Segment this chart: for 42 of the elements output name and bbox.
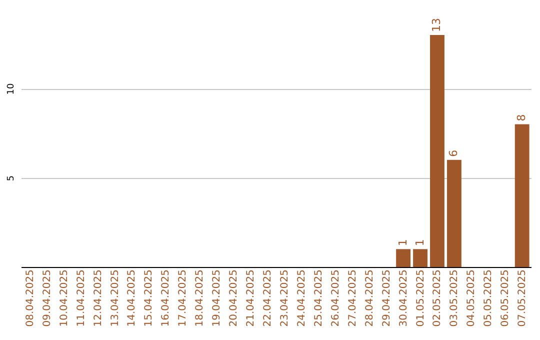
bar: [446, 160, 462, 267]
x-tick-label: 15.04.2025: [144, 270, 155, 327]
x-tick-label: 07.05.2025: [517, 270, 528, 327]
bar: [413, 249, 428, 267]
x-tick-label: 27.04.2025: [347, 270, 358, 327]
x-tick-label: 19.04.2025: [212, 270, 223, 327]
x-tick-label: 05.05.2025: [483, 270, 494, 327]
x-tick-label: 24.04.2025: [296, 270, 308, 327]
x-tick-label: 04.05.2025: [466, 270, 478, 327]
bar: [430, 35, 444, 267]
y-tick-label: 10: [6, 83, 16, 95]
data-label: 6: [447, 150, 460, 157]
y-tick-label: 5: [6, 175, 16, 182]
x-tick-label: 22.04.2025: [262, 270, 274, 327]
data-label: 1: [396, 239, 410, 246]
x-tick-label: 12.04.2025: [92, 270, 104, 327]
x-tick-label: 20.04.2025: [228, 270, 240, 327]
x-tick-label: 30.04.2025: [398, 270, 410, 327]
x-tick-label: 02.05.2025: [432, 270, 444, 327]
data-label: 13: [430, 18, 444, 32]
x-tick-label: 06.05.2025: [500, 270, 512, 327]
x-tick-label: 10.04.2025: [58, 270, 70, 327]
x-tick-label: 13.04.2025: [110, 270, 121, 327]
x-tick-label: 21.04.2025: [246, 270, 257, 327]
x-tick-label: 14.04.2025: [126, 270, 138, 327]
x-tick-label: 23.04.2025: [279, 270, 290, 327]
data-label: 1: [413, 239, 426, 246]
x-tick-label: 17.04.2025: [178, 270, 189, 327]
x-tick-label: 29.04.2025: [381, 270, 392, 327]
bar: [514, 124, 530, 267]
x-tick-label: 16.04.2025: [160, 270, 172, 327]
x-tick-label: 26.04.2025: [330, 270, 342, 327]
bar: [396, 249, 410, 267]
x-tick-label: 03.05.2025: [449, 270, 460, 327]
x-tick-label: 25.04.2025: [313, 270, 324, 327]
x-tick-label: 18.04.2025: [194, 270, 206, 327]
data-label: 8: [515, 114, 528, 122]
x-tick-label: 08.04.2025: [24, 270, 36, 327]
x-tick-label: 11.04.2025: [76, 270, 87, 327]
x-tick-label: 28.04.2025: [364, 270, 376, 327]
x-tick-label: 09.04.2025: [42, 270, 53, 327]
x-tick-label: 01.05.2025: [415, 270, 426, 327]
